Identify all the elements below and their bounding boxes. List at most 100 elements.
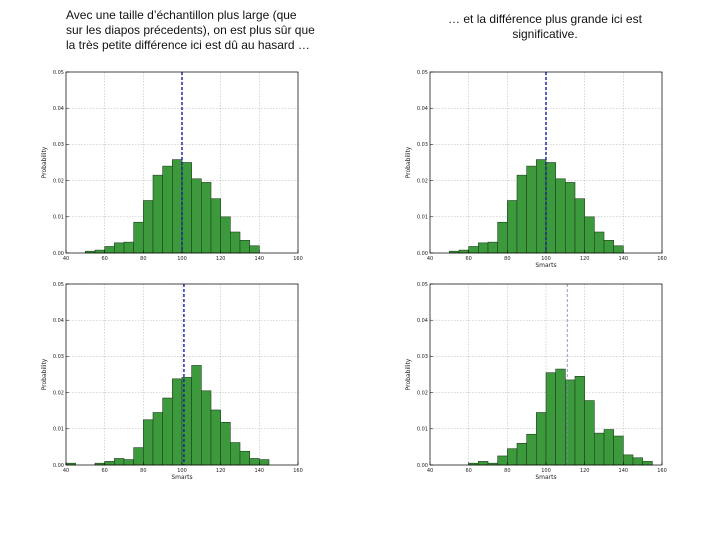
y-tick-label: 0.01 [417,427,428,433]
y-tick-label: 0.01 [53,427,64,433]
caption-right: … et la différence plus grande ici est s… [448,12,642,41]
histogram-top-left-svg: 40 60 80 100 120 140 160 0.00 0.01 0.02 0.03 0.04 0.… [41,70,303,262]
y-axis-label: Probability [41,358,48,390]
histogram-bottom-right-svg: 40 60 80 100 120 140 160 0.00 0.01 0.02 0.03 0.04 0.… [405,282,667,481]
histogram-bar [613,245,624,254]
y-tick-label: 0.02 [417,178,428,184]
histogram-bar [603,240,614,254]
histogram-bottom-right: 40 60 80 100 120 140 160 0.00 0.01 0.02 0.03 0.04 0.… [404,272,704,492]
histogram-bar [172,159,183,254]
histogram-bar [555,368,566,466]
histogram-bar [584,216,595,254]
x-tick-label: 160 [293,468,303,474]
x-tick-label: 80 [140,256,146,262]
x-tick-label: 140 [255,256,265,262]
histogram-bar [478,242,489,254]
y-tick-label: 0.01 [417,215,428,221]
histogram-bar [468,246,479,254]
x-tick-label: 120 [216,468,226,474]
histogram-bar [565,182,576,254]
y-tick-label: 0.05 [417,282,428,288]
histogram-bar [536,412,547,466]
histogram-bar [526,165,537,254]
y-tick-label: 0.05 [53,70,64,76]
histogram-bar [555,178,566,254]
histogram-bottom-left: 40 60 80 100 120 140 160 0.00 0.01 0.02 0.03 0.04 0.… [40,272,340,492]
histogram-bar [94,249,105,254]
x-tick-label: 40 [63,256,69,262]
y-axis-label: Probability [405,358,412,390]
histogram-bar [574,376,585,466]
histogram-bar [162,165,173,254]
y-tick-label: 0.04 [417,318,428,324]
y-tick-label: 0.01 [53,215,64,221]
histogram-bar [230,442,241,466]
histogram-bar [526,433,537,466]
histogram-bar [497,455,508,466]
histogram-bar [249,458,260,466]
x-tick-label: 40 [427,256,433,262]
y-tick-label: 0.04 [417,106,428,112]
histogram-bar [545,162,556,254]
histogram-bar [210,198,221,254]
x-tick-label: 60 [465,256,471,262]
histogram-bottom-left-svg: 40 60 80 100 120 140 160 0.00 0.01 0.02 0.03 0.04 0.… [41,282,303,481]
histogram-bar [458,249,469,254]
histogram-bar [516,442,527,466]
caption-left: Avec une taille d’échantillon plus large… [66,8,315,52]
y-tick-label: 0.02 [417,390,428,396]
histogram-bar [133,447,144,466]
x-tick-label: 80 [504,256,510,262]
x-tick-label: 60 [465,468,471,474]
histogram-bar [152,174,163,254]
histogram-top-right-svg: 40 60 80 100 120 140 160 0.00 0.01 0.02 0.03 0.04 0.… [405,70,667,269]
histogram-bar [143,419,154,466]
y-tick-label: 0.04 [53,318,64,324]
histogram-bar [584,400,595,466]
x-tick-label: 100 [541,468,551,474]
x-tick-label: 100 [177,256,187,262]
histogram-bar [536,159,547,254]
histogram-bar [181,162,192,254]
x-tick-label: 160 [657,256,667,262]
histogram-top-left: 40 60 80 100 120 140 160 0.00 0.01 0.02 0.03 0.04 0.… [40,60,340,280]
histogram-bar [632,457,643,466]
y-tick-label: 0.05 [53,282,64,288]
histogram-bar [594,231,605,254]
x-tick-label: 160 [293,256,303,262]
x-axis-label: Smarts [535,262,556,269]
histogram-top-right: 40 60 80 100 120 140 160 0.00 0.01 0.02 0.03 0.04 0.… [404,60,704,280]
histogram-bar [220,216,231,254]
y-tick-label: 0.02 [53,178,64,184]
histogram-bar [123,241,134,254]
x-tick-label: 60 [101,468,107,474]
histogram-bar [603,429,614,466]
y-tick-label: 0.03 [417,354,428,360]
histogram-bar [574,198,585,254]
x-tick-label: 80 [140,468,146,474]
y-tick-label: 0.00 [417,251,428,257]
histogram-bar [162,397,173,466]
histogram-bar [642,461,653,466]
x-axis-label: Smarts [171,474,192,481]
histogram-bar [172,378,183,466]
histogram-bar [565,379,576,466]
y-tick-label: 0.03 [53,354,64,360]
x-tick-label: 40 [427,468,433,474]
histogram-bar [104,461,115,466]
x-axis-label: Smarts [535,474,556,481]
y-axis-label: Probability [405,146,412,178]
histogram-bar [516,174,527,254]
histogram-bar [613,435,624,466]
histogram-bar [487,241,498,254]
histogram-bar [114,458,125,466]
histogram-bar [104,246,115,254]
x-tick-label: 120 [580,256,590,262]
histogram-bar [478,461,489,466]
y-tick-label: 0.02 [53,390,64,396]
x-tick-label: 120 [580,468,590,474]
y-tick-label: 0.00 [53,463,64,469]
histogram-bar [191,365,202,466]
x-tick-label: 140 [255,468,265,474]
histogram-bar [259,459,270,466]
